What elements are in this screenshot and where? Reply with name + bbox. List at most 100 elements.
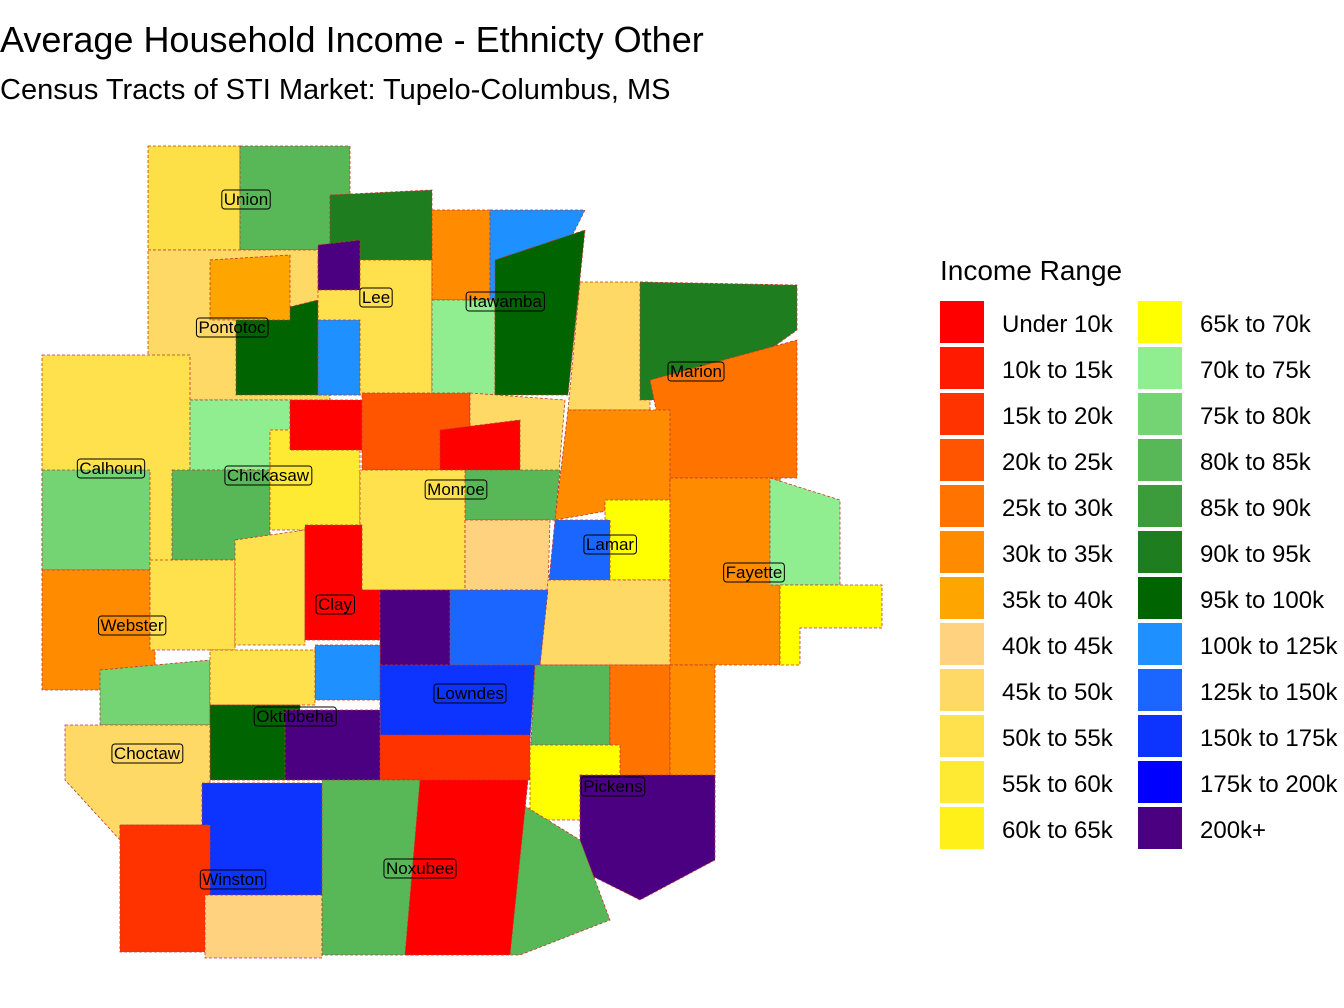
region <box>41 469 151 571</box>
county-labels: Union Lee Itawamba Pontotoc Marion Calhoun Chi… <box>76 189 785 890</box>
region <box>379 589 451 671</box>
legend-swatch <box>940 301 984 343</box>
title: Average Household Income - Ethnicty Othe… <box>0 19 704 60</box>
region <box>379 734 531 781</box>
county-label: Lowndes <box>433 683 507 704</box>
region <box>317 319 361 396</box>
county-label: Pickens <box>580 776 646 797</box>
county-name: Union <box>224 190 268 209</box>
map <box>41 145 883 959</box>
legend-label: 200k+ <box>1200 817 1266 844</box>
region <box>509 799 611 956</box>
legend-swatch <box>1138 301 1182 343</box>
county-name: Lee <box>362 288 390 307</box>
label-box <box>221 189 271 210</box>
label-box <box>723 562 785 583</box>
legend-swatch <box>940 393 984 435</box>
legend-swatch <box>1138 807 1182 849</box>
legend-label: 95k to 100k <box>1200 587 1325 614</box>
legend-swatch <box>1138 669 1182 711</box>
region <box>289 399 363 451</box>
legend-label: 50k to 55k <box>1002 725 1114 752</box>
region <box>209 649 316 706</box>
legend-swatch <box>940 715 984 757</box>
legend-swatch <box>940 531 984 573</box>
county-name: Webster <box>101 616 164 635</box>
county-name: Calhoun <box>79 459 142 478</box>
county-name: Oktibbeha <box>256 707 334 726</box>
region <box>314 644 381 701</box>
label-box <box>583 534 637 555</box>
county-label: Lee <box>359 287 393 308</box>
county-name: Winston <box>202 870 263 889</box>
label-box <box>76 458 146 479</box>
legend-label: 45k to 50k <box>1002 679 1114 706</box>
region <box>204 894 323 959</box>
label-box <box>433 683 507 704</box>
legend-label: 65k to 70k <box>1200 311 1312 338</box>
county-label: Fayette <box>723 562 785 583</box>
county-label: Lamar <box>583 534 637 555</box>
county-name: Clay <box>318 595 353 614</box>
legend-swatch <box>1138 485 1182 527</box>
county-label: Union <box>221 189 271 210</box>
county-label: Winston <box>199 869 267 890</box>
label-box <box>580 776 646 797</box>
county-label: Oktibbeha <box>253 706 337 727</box>
county-name: Choctaw <box>114 744 181 763</box>
region <box>209 254 291 321</box>
county-label: Chickasaw <box>224 465 313 486</box>
legend-label: 80k to 85k <box>1200 449 1312 476</box>
legend-swatch <box>1138 623 1182 665</box>
label-box <box>253 706 337 727</box>
county-label: Webster <box>98 615 167 636</box>
region <box>317 239 361 291</box>
county-name: Lowndes <box>436 684 504 703</box>
legend-label: 10k to 15k <box>1002 357 1114 384</box>
county-label: Pontotoc <box>195 317 269 338</box>
county-name: Pickens <box>583 777 643 796</box>
label-box <box>195 317 269 338</box>
region <box>321 779 426 956</box>
county-label: Noxubee <box>383 858 457 879</box>
region <box>235 299 319 396</box>
label-box <box>383 858 457 879</box>
county-name: Monroe <box>427 480 485 499</box>
county-name: Fayette <box>726 563 783 582</box>
label-box <box>224 465 313 486</box>
legend-label: 85k to 90k <box>1200 495 1312 522</box>
legend-swatch <box>940 807 984 849</box>
legend-swatch <box>1138 577 1182 619</box>
label-box <box>111 743 184 764</box>
legend-swatch <box>940 485 984 527</box>
region <box>449 589 549 666</box>
legend-swatch <box>1138 531 1182 573</box>
legend-label: 60k to 65k <box>1002 817 1114 844</box>
legend-swatch <box>1138 439 1182 481</box>
county-label: Marion <box>667 361 725 382</box>
region <box>404 779 529 956</box>
county-name: Pontotoc <box>198 318 266 337</box>
legend-title: Income Range <box>940 255 1122 286</box>
subtitle: Census Tracts of STI Market: Tupelo-Colu… <box>0 74 670 106</box>
region <box>149 559 236 651</box>
label-box <box>667 361 725 382</box>
region <box>769 477 841 586</box>
county-name: Itawamba <box>468 292 542 311</box>
legend-label: 90k to 95k <box>1200 541 1312 568</box>
legend-label: 35k to 40k <box>1002 587 1114 614</box>
legend: Income Range Under 10k 10k to 15k 15k to 2… <box>940 255 1338 849</box>
legend-swatch <box>940 347 984 389</box>
legend-label: 15k to 20k <box>1002 403 1114 430</box>
legend-label: 125k to 150k <box>1200 679 1338 706</box>
legend-swatch <box>940 623 984 665</box>
legend-swatch <box>1138 715 1182 757</box>
legend-swatch <box>940 761 984 803</box>
legend-swatch <box>1138 761 1182 803</box>
legend-label: 25k to 30k <box>1002 495 1114 522</box>
county-label: Calhoun <box>76 458 146 479</box>
region <box>494 229 586 396</box>
legend-swatch <box>1138 347 1182 389</box>
legend-label: 40k to 45k <box>1002 633 1114 660</box>
